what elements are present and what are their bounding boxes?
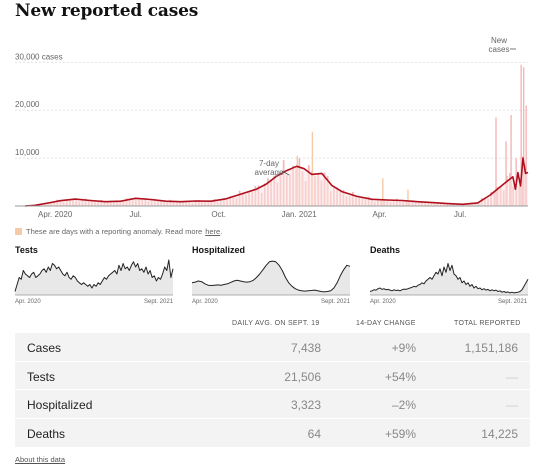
cases-chart: 10,000 20,000 30,000 cases Apr. 2020 Jul. Oct… bbox=[15, 36, 529, 219]
spike-bar bbox=[407, 189, 409, 206]
mini-start-label: Apr. 2020 bbox=[370, 299, 396, 305]
row-total: — bbox=[506, 398, 518, 412]
mini-start-label: Apr. 2020 bbox=[15, 299, 41, 305]
row-name: Hospitalized bbox=[27, 398, 93, 412]
table-row: Tests 21,506 +54% — bbox=[15, 362, 530, 390]
spike-bar bbox=[520, 64, 522, 207]
annotation-7-day-average: 7-day bbox=[259, 159, 279, 168]
spike-bar bbox=[382, 178, 384, 206]
mini-line bbox=[14, 259, 174, 292]
y-tick-label: 30,000 cases bbox=[15, 52, 63, 61]
mini-chart-title-tests: Tests bbox=[15, 245, 38, 255]
mini-chart-title-hospitalized: Hospitalized bbox=[192, 245, 246, 255]
anomaly-note-text: These are days with a reporting anomaly.… bbox=[26, 227, 203, 236]
row-name: Tests bbox=[27, 369, 56, 384]
spike-bar bbox=[525, 105, 527, 206]
table-row: Cases 7,438 +9% 1,151,186 bbox=[15, 333, 530, 362]
row-change: +54% bbox=[384, 369, 416, 384]
mini-chart-title-deaths: Deaths bbox=[370, 245, 401, 255]
row-change: +59% bbox=[384, 426, 416, 441]
row-total: 1,151,186 bbox=[464, 341, 518, 355]
spike-bar bbox=[311, 131, 314, 206]
row-daily-avg: 21,506 bbox=[284, 369, 321, 384]
chart-title: New reported cases bbox=[15, 1, 199, 21]
row-name: Deaths bbox=[27, 426, 66, 441]
x-tick-label: Jul. bbox=[129, 210, 141, 219]
mini-line bbox=[369, 263, 529, 294]
x-tick-label: Apr. bbox=[372, 210, 386, 219]
annotation-7-day-average: average bbox=[255, 168, 284, 177]
table-row: Hospitalized 3,323 –2% — bbox=[15, 390, 530, 419]
x-tick-label: Apr. 2020 bbox=[38, 210, 73, 219]
x-tick-label: Oct. bbox=[211, 210, 226, 219]
annotation-leader bbox=[281, 170, 290, 176]
row-daily-avg: 64 bbox=[307, 426, 321, 441]
annotation-new-cases: cases bbox=[489, 45, 510, 54]
mini-line bbox=[191, 260, 351, 293]
row-total: — bbox=[506, 369, 518, 384]
anomaly-swatch bbox=[15, 228, 22, 235]
row-total: 14,225 bbox=[481, 426, 518, 441]
column-header-daily-avg: Daily avg. on Sept. 19 bbox=[232, 320, 320, 327]
row-name: Cases bbox=[27, 341, 62, 355]
average-area bbox=[25, 158, 528, 206]
spike-bar bbox=[495, 117, 497, 206]
y-tick-label: 20,000 bbox=[15, 100, 40, 109]
mini-end-label: Sept. 2021 bbox=[498, 299, 528, 305]
tests-mini-chart bbox=[14, 259, 174, 296]
y-tick-label: 10,000 bbox=[15, 148, 40, 157]
table-row: Deaths 64 +59% 14,225 bbox=[15, 419, 530, 448]
annotation-new-cases: New bbox=[491, 36, 507, 45]
mini-area bbox=[192, 261, 350, 295]
anomaly-note: These are days with a reporting anomaly.… bbox=[15, 227, 222, 236]
x-tick-label: Jan. 2021 bbox=[282, 210, 318, 219]
deaths-mini-chart bbox=[369, 263, 529, 296]
spike-bar bbox=[522, 67, 525, 206]
spike-bar bbox=[510, 115, 512, 206]
about-data-link[interactable]: About this data bbox=[15, 455, 66, 464]
column-header-change: 14-day change bbox=[356, 320, 416, 327]
stats-table: Cases 7,438 +9% 1,151,186 Tests 21,506 +… bbox=[15, 333, 530, 447]
mini-end-label: Sept. 2021 bbox=[321, 299, 351, 305]
read-more-link[interactable]: here bbox=[205, 227, 221, 236]
row-change: –2% bbox=[391, 398, 416, 412]
spike-bar bbox=[505, 141, 507, 206]
hospitalized-mini-chart bbox=[191, 260, 351, 296]
mini-start-label: Apr. 2020 bbox=[192, 299, 218, 305]
average-line bbox=[24, 157, 529, 207]
row-daily-avg: 3,323 bbox=[290, 398, 321, 412]
mini-area bbox=[370, 263, 528, 295]
column-header-total: Total reported bbox=[454, 320, 521, 327]
mini-end-label: Sept. 2021 bbox=[144, 299, 174, 305]
x-tick-label: Jul. bbox=[454, 210, 466, 219]
anomaly-note-end: . bbox=[220, 227, 223, 236]
row-change: +9% bbox=[391, 341, 416, 355]
mini-area bbox=[15, 260, 173, 295]
row-daily-avg: 7,438 bbox=[290, 341, 321, 355]
